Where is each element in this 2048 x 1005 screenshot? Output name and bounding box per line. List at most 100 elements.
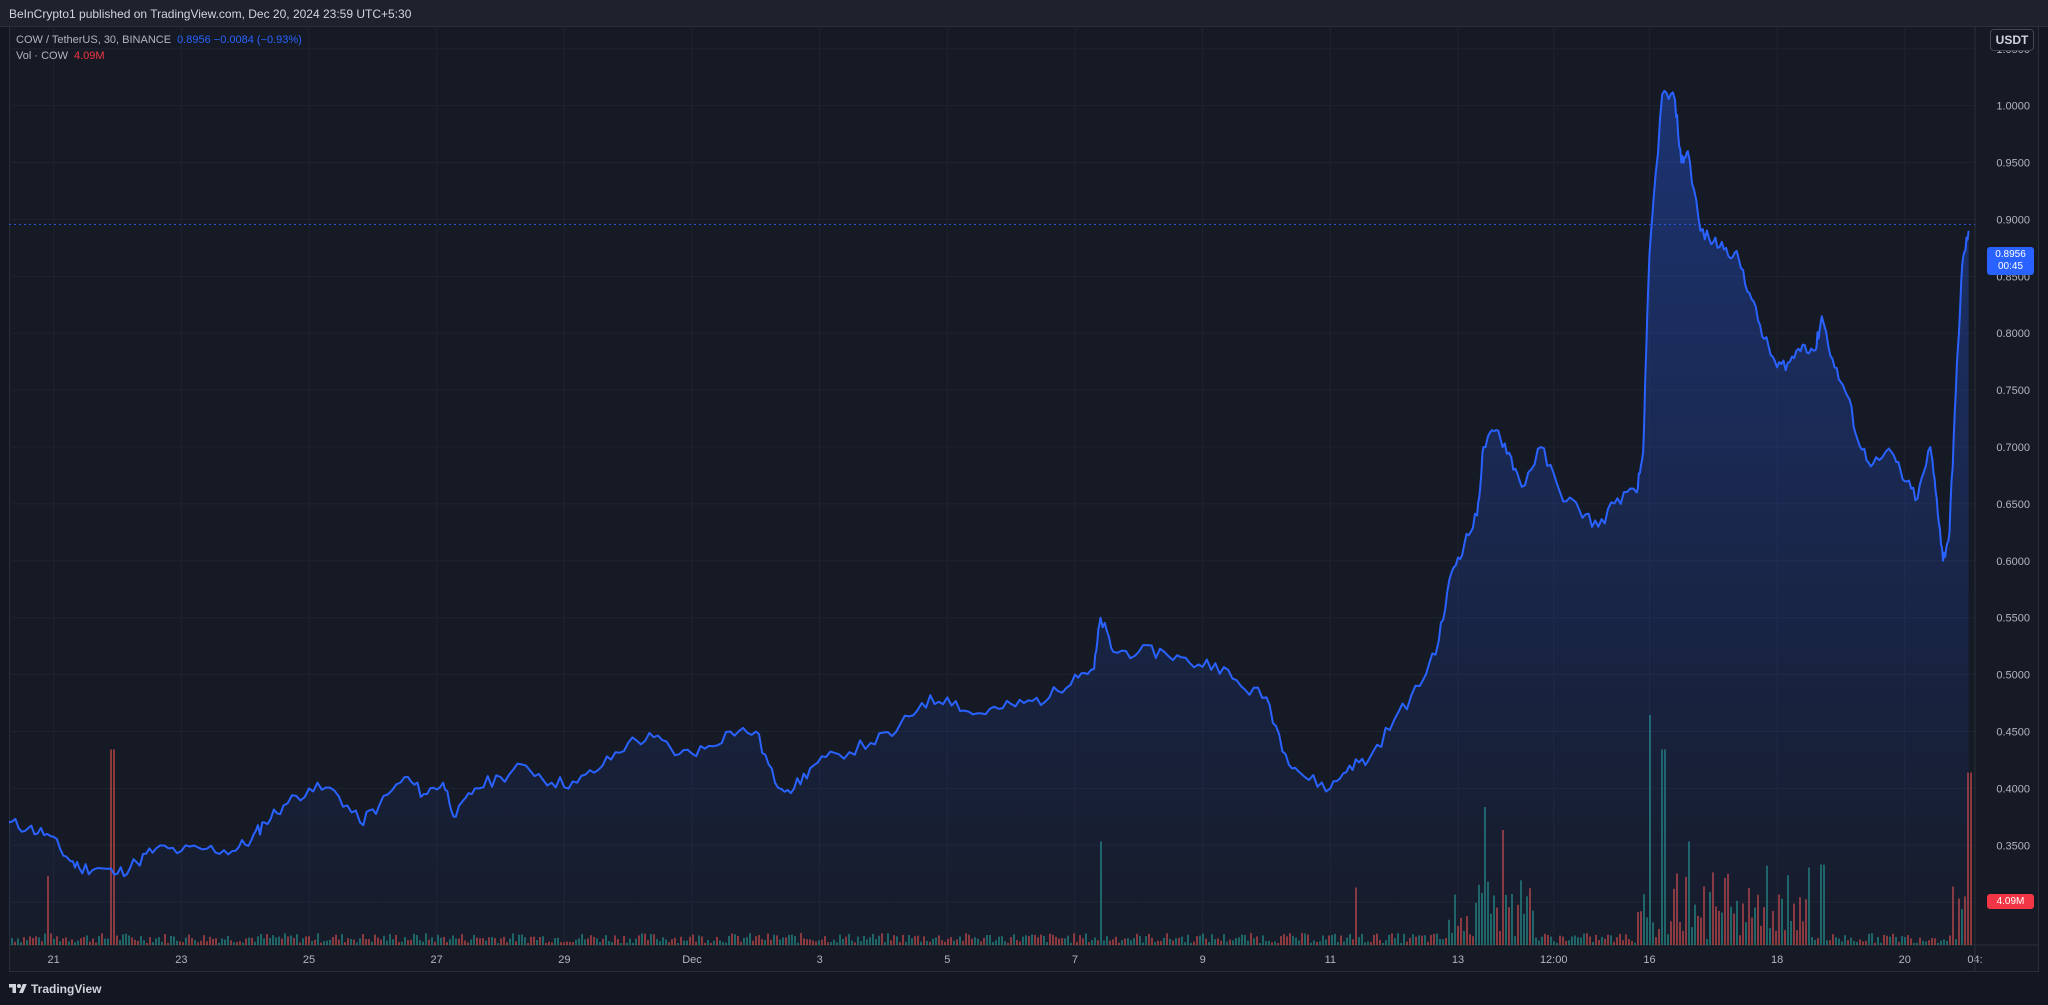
volume-bar <box>1568 940 1570 945</box>
x-axis-tick-label: 18 <box>1771 954 1783 966</box>
volume-bar <box>611 941 613 945</box>
volume-bar <box>1841 941 1843 945</box>
x-axis-tick-label: 25 <box>303 954 315 966</box>
legend-symbol-row[interactable]: COW / TetherUS, 30, BINANCE 0.8956 −0.008… <box>16 32 302 48</box>
y-axis-tick-label: 0.7000 <box>1996 442 2030 454</box>
volume-bar <box>371 941 373 945</box>
volume-bar <box>854 942 856 945</box>
volume-bar <box>1538 940 1540 945</box>
volume-bar <box>740 941 742 945</box>
last-price-value: 0.8956 <box>1995 249 2026 260</box>
volume-bar <box>110 749 112 945</box>
volume-bar <box>722 942 724 945</box>
volume-bar <box>1313 940 1315 945</box>
volume-bar <box>1103 940 1105 945</box>
volume-bar <box>1385 940 1387 945</box>
volume-bar <box>536 940 538 945</box>
volume-bar <box>1862 941 1864 945</box>
legend-volume-value: 4.09M <box>73 50 105 62</box>
volume-bar <box>770 939 772 945</box>
volume-bar <box>1565 940 1567 945</box>
volume-bar <box>236 942 238 945</box>
footer-brand[interactable]: TradingView <box>31 982 102 996</box>
volume-bar <box>1370 941 1372 945</box>
volume-bar <box>1070 942 1072 945</box>
volume-bar <box>1271 942 1273 945</box>
volume-bar <box>1442 939 1444 945</box>
volume-bar <box>677 942 679 945</box>
volume-bar <box>410 939 412 945</box>
volume-bar <box>326 940 328 945</box>
tradingview-logo-icon[interactable] <box>9 982 27 996</box>
volume-bar <box>725 942 727 945</box>
volume-bar <box>1193 941 1195 945</box>
volume-bar <box>1190 942 1192 945</box>
volume-tag: 4.09M <box>1987 894 2034 909</box>
chart-legend: COW / TetherUS, 30, BINANCE 0.8956 −0.008… <box>16 32 302 64</box>
volume-bar <box>626 942 628 945</box>
volume-bar <box>329 939 331 945</box>
volume-bar <box>194 940 196 945</box>
volume-bar <box>980 941 982 945</box>
volume-bar <box>1427 941 1429 945</box>
volume-bar <box>1121 940 1123 945</box>
volume-bar <box>344 942 346 945</box>
y-axis-tick-label: 0.9500 <box>1996 158 2030 170</box>
volume-bar <box>1274 941 1276 945</box>
volume-bar <box>311 940 313 945</box>
volume-bar <box>179 941 181 945</box>
legend-volume-row[interactable]: Vol · COW 4.09M <box>16 48 302 64</box>
volume-bar <box>1634 942 1636 945</box>
y-axis-tick-label: 0.5500 <box>1996 613 2030 625</box>
volume-bar <box>1268 940 1270 945</box>
volume-bar <box>470 939 472 945</box>
volume-bar <box>1319 941 1321 945</box>
volume-bar <box>1631 941 1633 945</box>
published-info: BeInCrypto1 published on TradingView.com… <box>9 7 412 21</box>
volume-bar <box>527 942 529 945</box>
legend-price-change: 0.8956 −0.0084 (−0.93%) <box>177 34 302 46</box>
volume-bar <box>830 942 832 945</box>
last-price-tag: 0.8956 00:45 <box>1987 247 2034 275</box>
x-axis-tick-label: 29 <box>558 954 570 966</box>
volume-bar <box>875 939 877 945</box>
volume-bar <box>1814 939 1816 945</box>
volume-bar <box>851 940 853 945</box>
volume-bar <box>560 942 562 945</box>
volume-bar <box>866 939 868 945</box>
volume-bar <box>398 942 400 945</box>
volume-bar <box>1622 940 1624 945</box>
y-axis-tick-label: 0.4500 <box>1996 726 2030 738</box>
volume-bar <box>599 941 601 945</box>
volume-bar <box>14 941 16 945</box>
volume-bar <box>1007 942 1009 945</box>
volume-bar <box>926 940 928 945</box>
currency-button[interactable]: USDT <box>1990 29 2034 51</box>
volume-bar <box>401 941 403 945</box>
volume-bar <box>1157 940 1159 945</box>
volume-bar <box>1184 942 1186 945</box>
volume-bar <box>797 942 799 945</box>
volume-bar <box>68 941 70 945</box>
volume-bar <box>1706 939 1708 945</box>
volume-bar <box>1847 940 1849 945</box>
volume-bar <box>146 942 148 945</box>
volume-bar <box>1859 939 1861 945</box>
volume-bar <box>1913 942 1915 945</box>
volume-bar <box>1226 941 1228 945</box>
volume-bar <box>1046 942 1048 945</box>
y-axis-tick-label: 0.9000 <box>1996 214 2030 226</box>
volume-bar <box>407 940 409 945</box>
volume-bar <box>1922 940 1924 945</box>
volume-bar <box>1592 941 1594 945</box>
volume-bar <box>929 941 931 945</box>
volume-bar <box>167 942 169 945</box>
volume-bar <box>995 940 997 945</box>
y-axis-tick-label: 1.0000 <box>1996 101 2030 113</box>
volume-bar <box>1232 940 1234 945</box>
volume-bar <box>254 941 256 945</box>
volume-bar <box>434 941 436 945</box>
volume-bar <box>779 939 781 945</box>
volume-bar <box>356 942 358 945</box>
